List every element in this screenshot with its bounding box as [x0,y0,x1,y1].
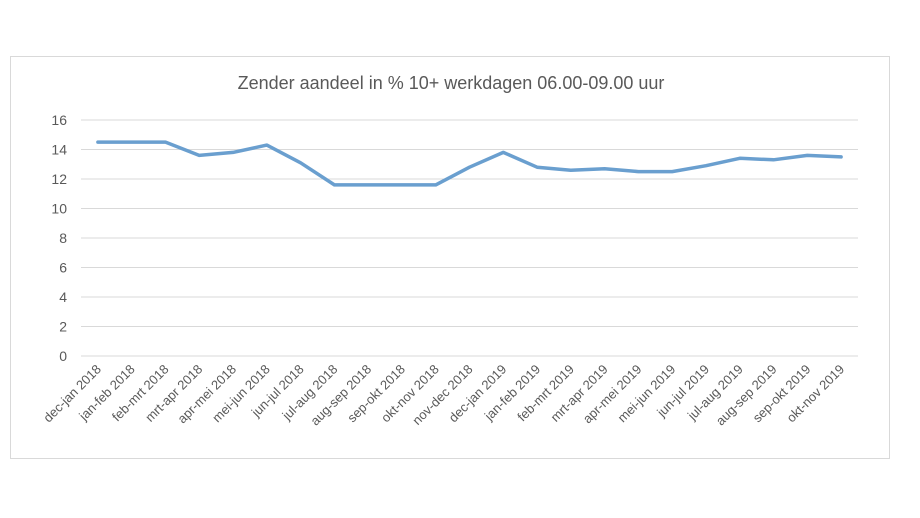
y-tick-label-6: 6 [59,260,67,276]
chart-title: Zender aandeel in % 10+ werkdagen 06.00-… [237,73,665,93]
y-tick-label-14: 14 [51,142,67,158]
y-tick-label-8: 8 [59,230,67,246]
chart-frame: Zender aandeel in % 10+ werkdagen 06.00-… [10,56,890,459]
y-tick-label-16: 16 [51,112,67,128]
y-tick-label-2: 2 [59,319,67,335]
y-tick-label-4: 4 [59,289,67,305]
y-tick-label-12: 12 [51,171,67,187]
series-line-0 [96,140,843,187]
y-tick-label-10: 10 [51,201,67,217]
y-tick-label-0: 0 [59,348,67,364]
